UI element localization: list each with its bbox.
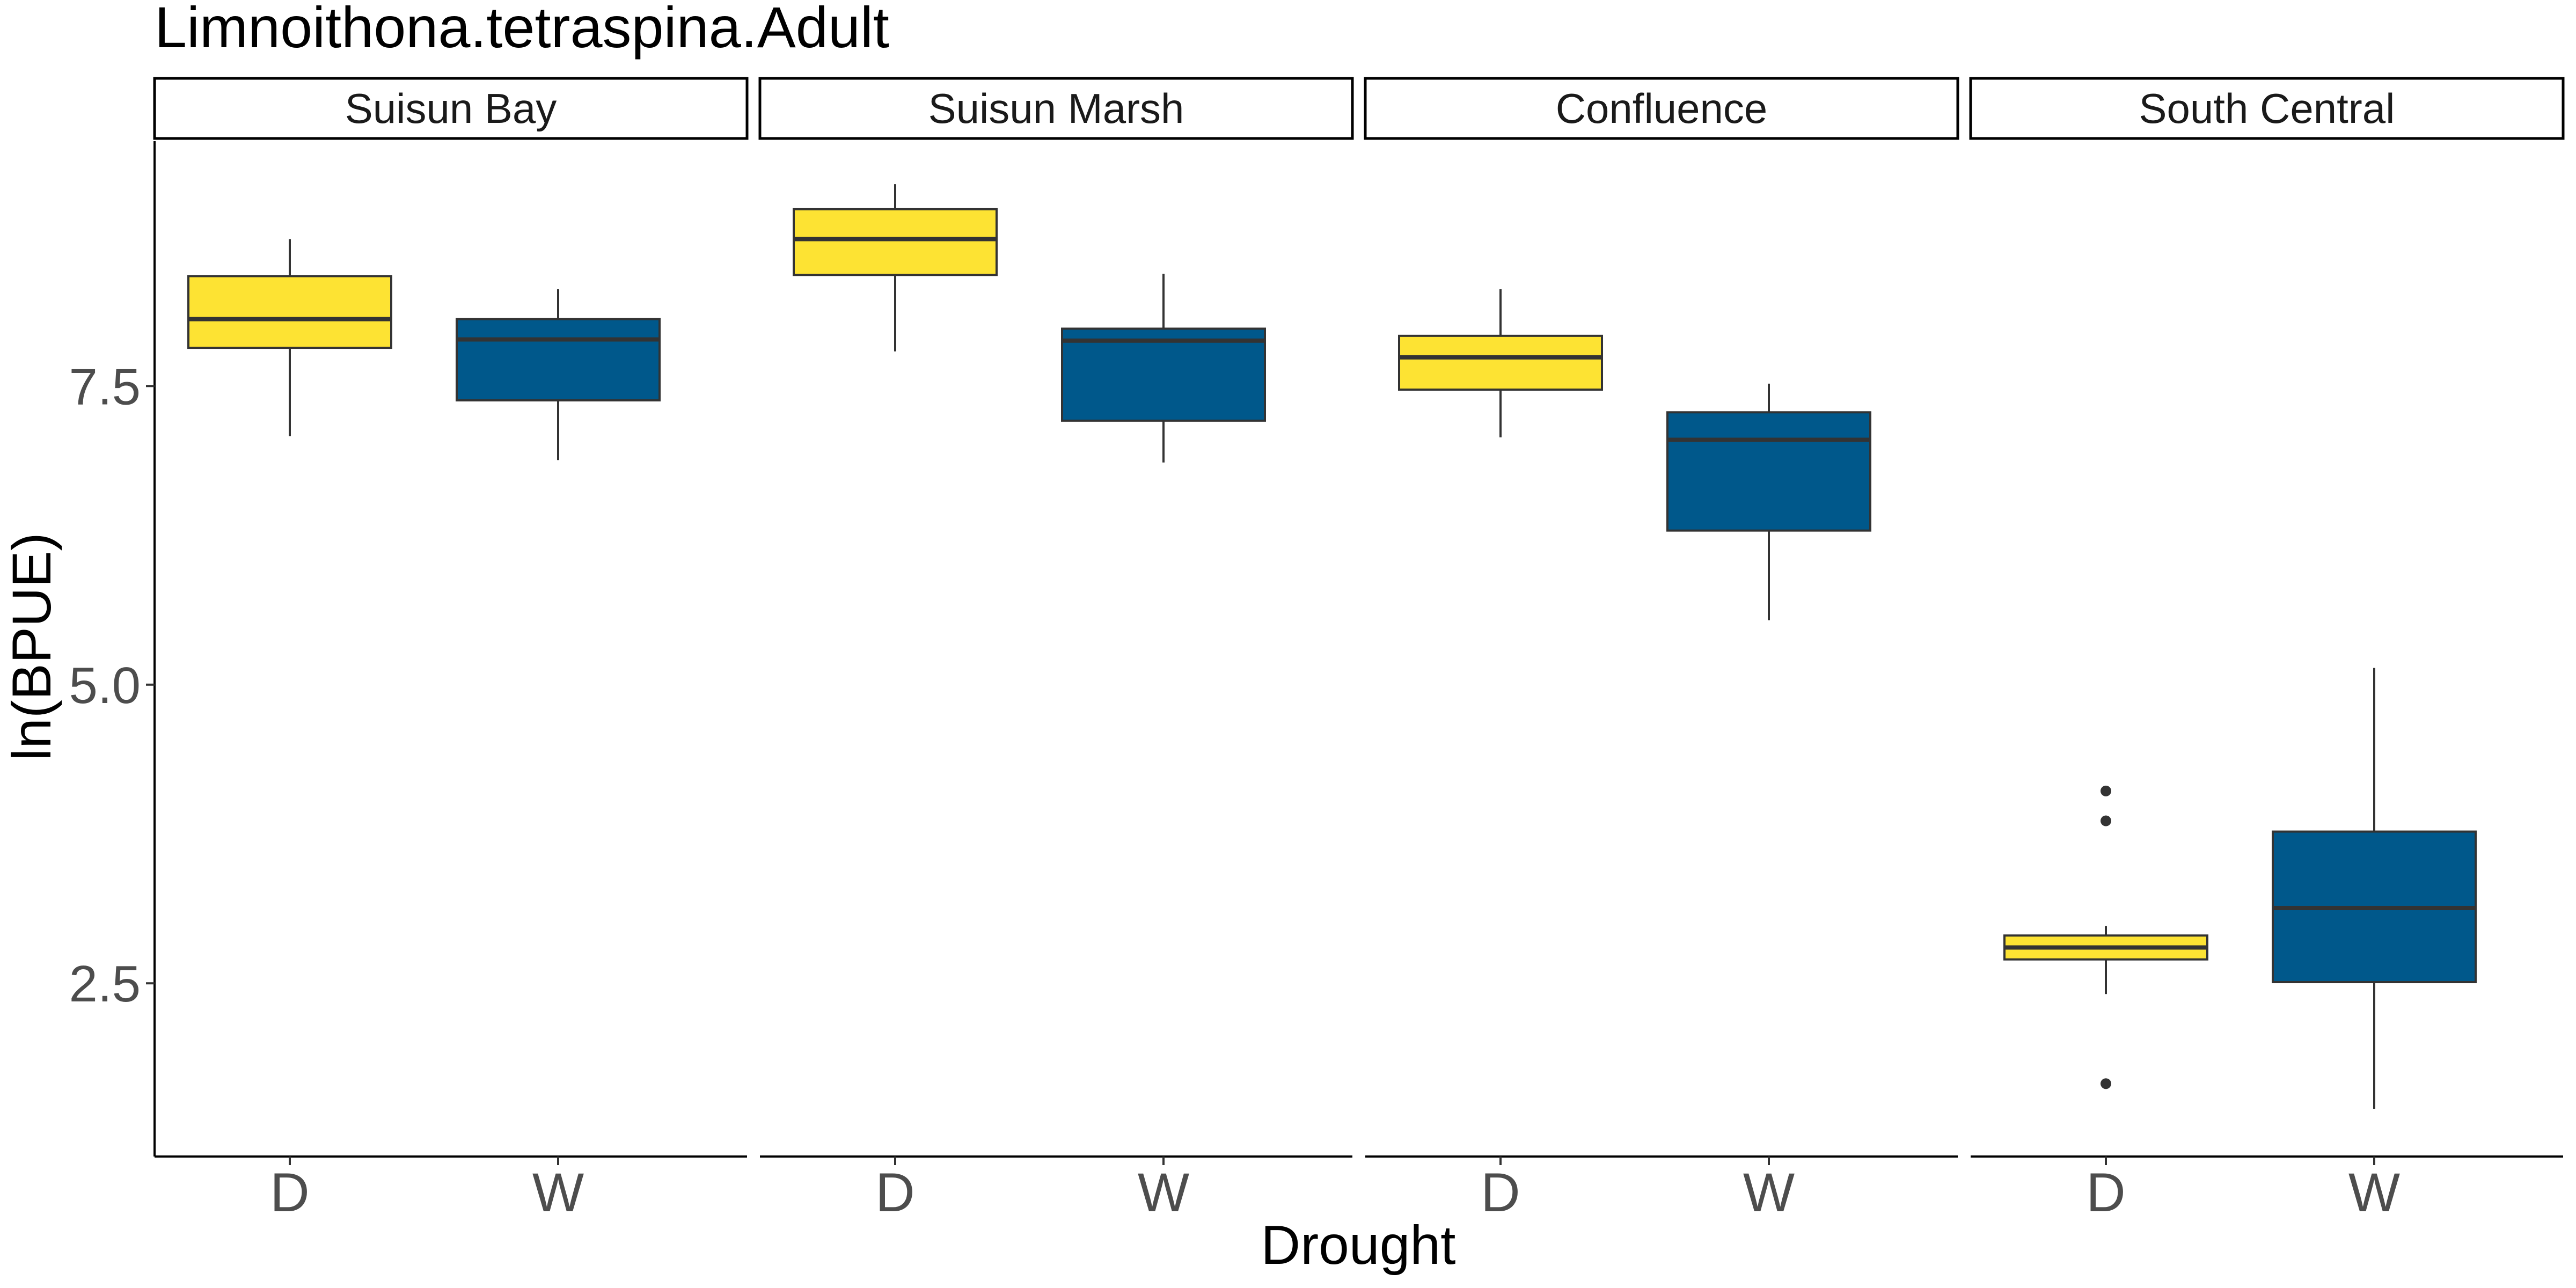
- y-tick-label: 5.0: [69, 657, 141, 714]
- facet-strip: [758, 77, 1354, 140]
- facet-strip-label: Confluence: [1556, 85, 1768, 132]
- facet-strip-label: Suisun Marsh: [928, 85, 1184, 132]
- box-W: [456, 289, 661, 460]
- x-tick-label: W: [1138, 1162, 1189, 1223]
- facet-strip-label: South Central: [2139, 85, 2395, 132]
- box-iqr: [456, 318, 661, 402]
- box-D: [793, 184, 998, 352]
- box-iqr: [1398, 334, 1603, 391]
- box-iqr: [1061, 327, 1266, 422]
- box-iqr: [793, 208, 998, 276]
- facet-panel: South Central D W: [1969, 77, 2565, 1223]
- box-iqr: [1666, 411, 1871, 532]
- box-D: [2003, 785, 2208, 1089]
- facet-strip: [1364, 77, 1959, 140]
- outlier-point: [2101, 1078, 2111, 1089]
- box-D: [187, 239, 392, 436]
- box-iqr: [187, 275, 392, 349]
- y-axis-label: ln(BPUE): [1, 532, 62, 760]
- box-W: [2272, 668, 2477, 1109]
- x-tick-label: W: [2348, 1162, 2400, 1223]
- facet-strip-label: Suisun Bay: [345, 85, 557, 132]
- box-W: [1666, 383, 1871, 620]
- chart-title: Limnoithona.tetraspina.Adult: [155, 0, 889, 60]
- facet-panel: Confluence D W: [1364, 77, 1959, 1223]
- facet-panel: Suisun Marsh D W: [758, 77, 1354, 1223]
- facet-strip: [1969, 77, 2565, 140]
- y-tick-label: 7.5: [69, 358, 141, 415]
- facet-panel: Suisun Bay D W: [153, 77, 749, 1223]
- x-tick-label: W: [532, 1162, 584, 1223]
- facet-strip: [153, 77, 749, 140]
- x-tick-label: W: [1743, 1162, 1795, 1223]
- x-tick-label: D: [1481, 1162, 1520, 1223]
- outlier-point: [2101, 815, 2111, 826]
- outlier-point: [2101, 785, 2111, 796]
- x-tick-label: D: [270, 1162, 310, 1223]
- y-axis: 2.5 5.0 7.5: [69, 141, 156, 1157]
- x-tick-label: D: [875, 1162, 915, 1223]
- box-W: [1061, 274, 1266, 463]
- box-D: [1398, 289, 1603, 438]
- y-tick-label: 2.5: [69, 955, 141, 1013]
- x-axis-label: Drought: [1261, 1214, 1456, 1276]
- x-tick-label: D: [2086, 1162, 2126, 1223]
